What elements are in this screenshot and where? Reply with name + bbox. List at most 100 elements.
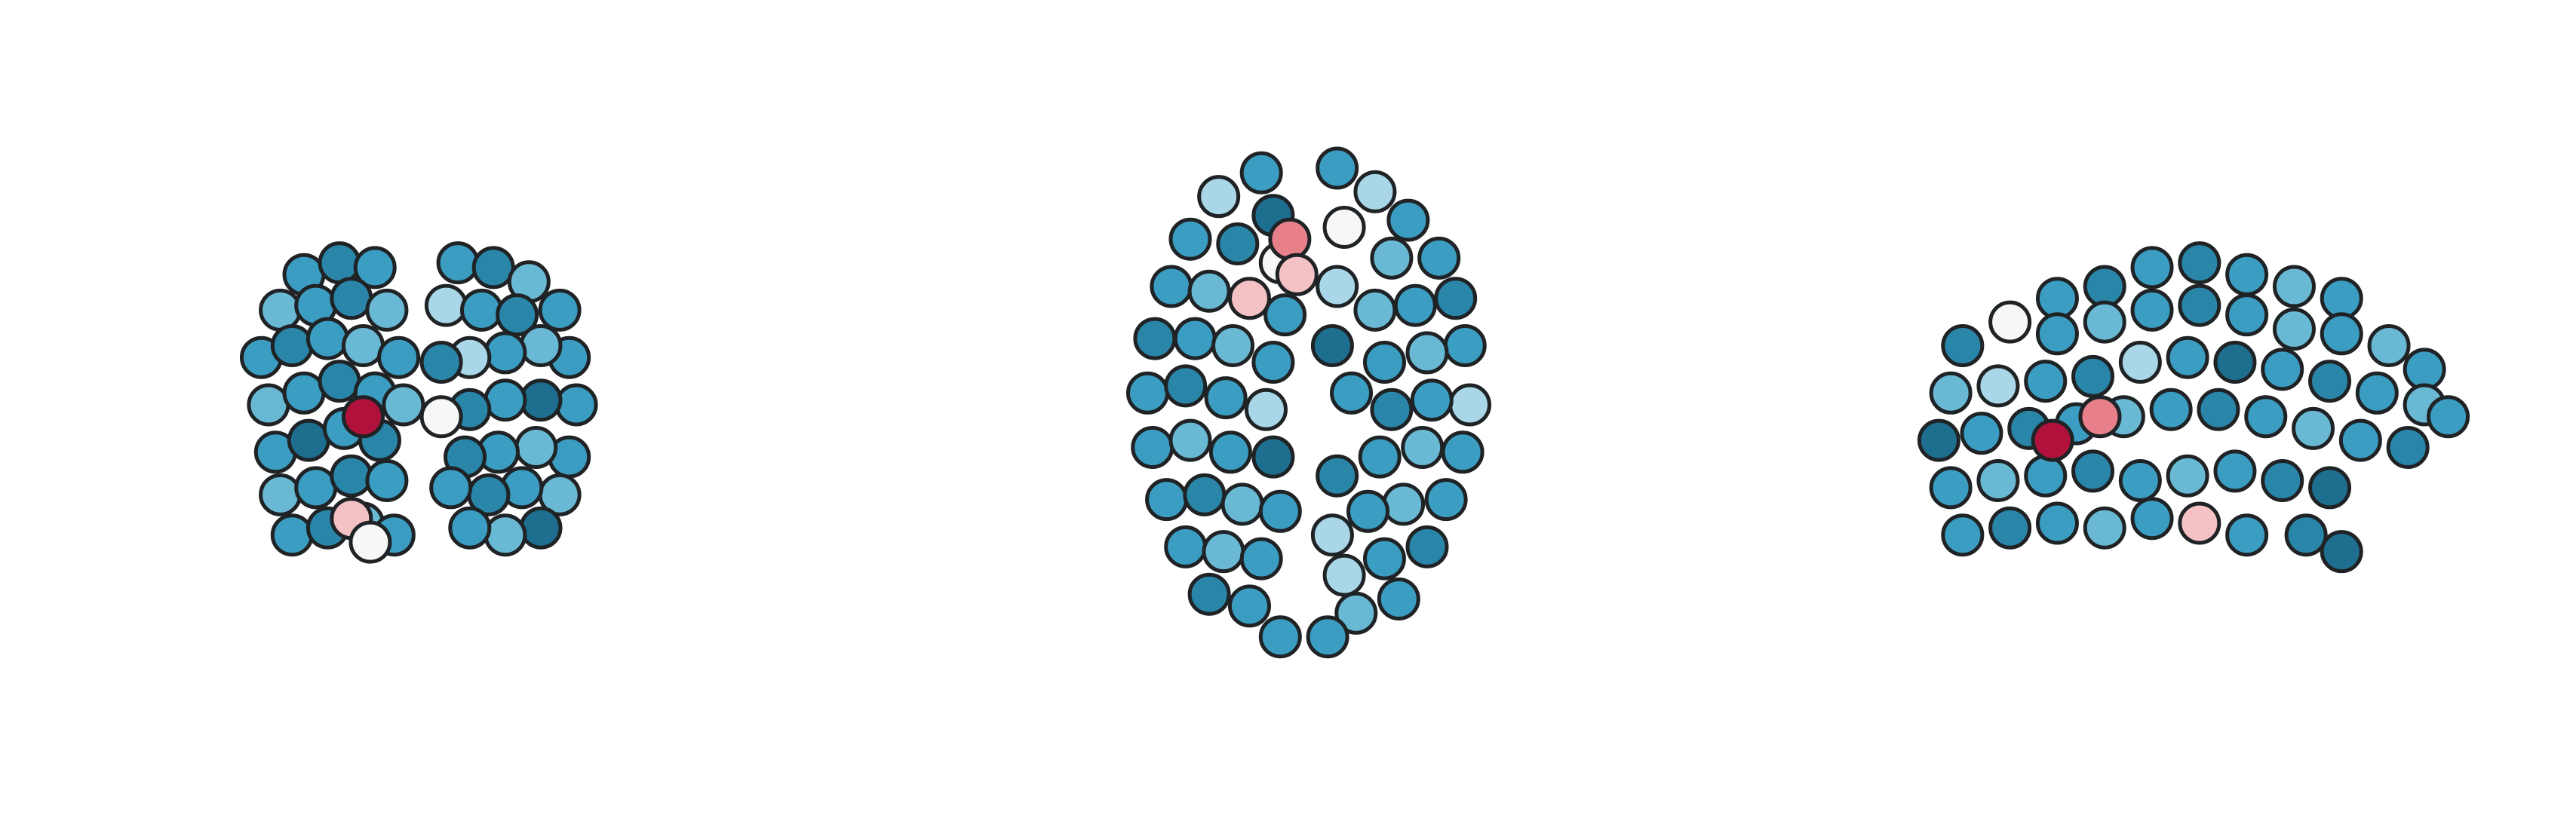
node (1258, 489, 1302, 533)
node (2386, 426, 2430, 470)
node (294, 466, 338, 510)
node (2118, 340, 2162, 384)
node (2035, 501, 2079, 545)
node (2083, 265, 2126, 308)
node (2024, 454, 2068, 498)
node (1197, 175, 1241, 219)
node (1322, 553, 1366, 597)
node (259, 288, 302, 332)
node (2225, 253, 2269, 296)
node (2213, 340, 2257, 384)
node (2213, 449, 2257, 493)
node (1941, 324, 1985, 367)
node (2178, 283, 2221, 327)
node (2035, 277, 2079, 320)
node (1239, 537, 1283, 581)
node (419, 395, 463, 439)
node (1306, 615, 1349, 659)
node (496, 293, 539, 337)
node (1208, 430, 1252, 474)
node (1310, 324, 1354, 367)
node (1150, 265, 1193, 308)
node (538, 288, 582, 332)
node (1131, 426, 1174, 470)
node (514, 426, 558, 470)
node (1145, 478, 1189, 522)
node (1443, 324, 1487, 367)
node (1164, 364, 1208, 408)
brain-view (1125, 146, 1492, 659)
node (1220, 482, 1264, 526)
node (484, 513, 527, 557)
node (484, 378, 527, 422)
node (519, 506, 563, 550)
node (424, 283, 468, 327)
node (429, 466, 473, 510)
node (1929, 371, 1973, 415)
node (1316, 146, 1359, 190)
node (282, 371, 326, 415)
node (247, 383, 290, 427)
node (2244, 395, 2288, 439)
node (1370, 236, 1414, 280)
node (305, 317, 349, 360)
node (484, 331, 527, 375)
node (2427, 395, 2470, 439)
node (2225, 513, 2269, 557)
node (2130, 497, 2174, 541)
node (2071, 354, 2115, 398)
node (270, 513, 314, 557)
node (1168, 418, 1212, 462)
node (1239, 151, 1283, 195)
node (1164, 525, 1208, 568)
node (460, 288, 503, 332)
node (2261, 348, 2304, 391)
node (2225, 293, 2269, 337)
node (318, 241, 361, 285)
node (519, 324, 563, 367)
node (2130, 246, 2174, 289)
node (554, 383, 598, 427)
node (2118, 458, 2162, 502)
node (1316, 265, 1359, 308)
node (330, 454, 373, 498)
node (2320, 277, 2363, 320)
node (1448, 383, 1492, 427)
node (2308, 466, 2352, 510)
node (1417, 236, 1461, 280)
node (2178, 501, 2221, 545)
node (259, 473, 302, 516)
node (382, 383, 425, 427)
node (1988, 300, 2032, 344)
node (2284, 513, 2328, 557)
node (1410, 378, 1454, 422)
node (2272, 308, 2316, 351)
node (2035, 312, 2079, 356)
node (448, 506, 492, 550)
node (1275, 253, 1319, 296)
node (471, 246, 515, 289)
node (2078, 395, 2122, 439)
node (1988, 506, 2032, 550)
node (2197, 388, 2240, 431)
node (318, 360, 361, 403)
node (287, 418, 330, 462)
node (1362, 340, 1406, 384)
node (1202, 530, 1245, 574)
node (1346, 489, 1389, 533)
node (377, 335, 421, 379)
node (1377, 577, 1420, 620)
node (1434, 277, 1478, 320)
node (1393, 283, 1437, 327)
node (2272, 265, 2316, 308)
node (1405, 525, 1449, 568)
node (1216, 222, 1260, 265)
node (2403, 348, 2446, 391)
node (2320, 530, 2363, 574)
node (348, 520, 392, 564)
node (1382, 482, 1426, 526)
node (342, 395, 385, 439)
node (1228, 277, 1271, 320)
